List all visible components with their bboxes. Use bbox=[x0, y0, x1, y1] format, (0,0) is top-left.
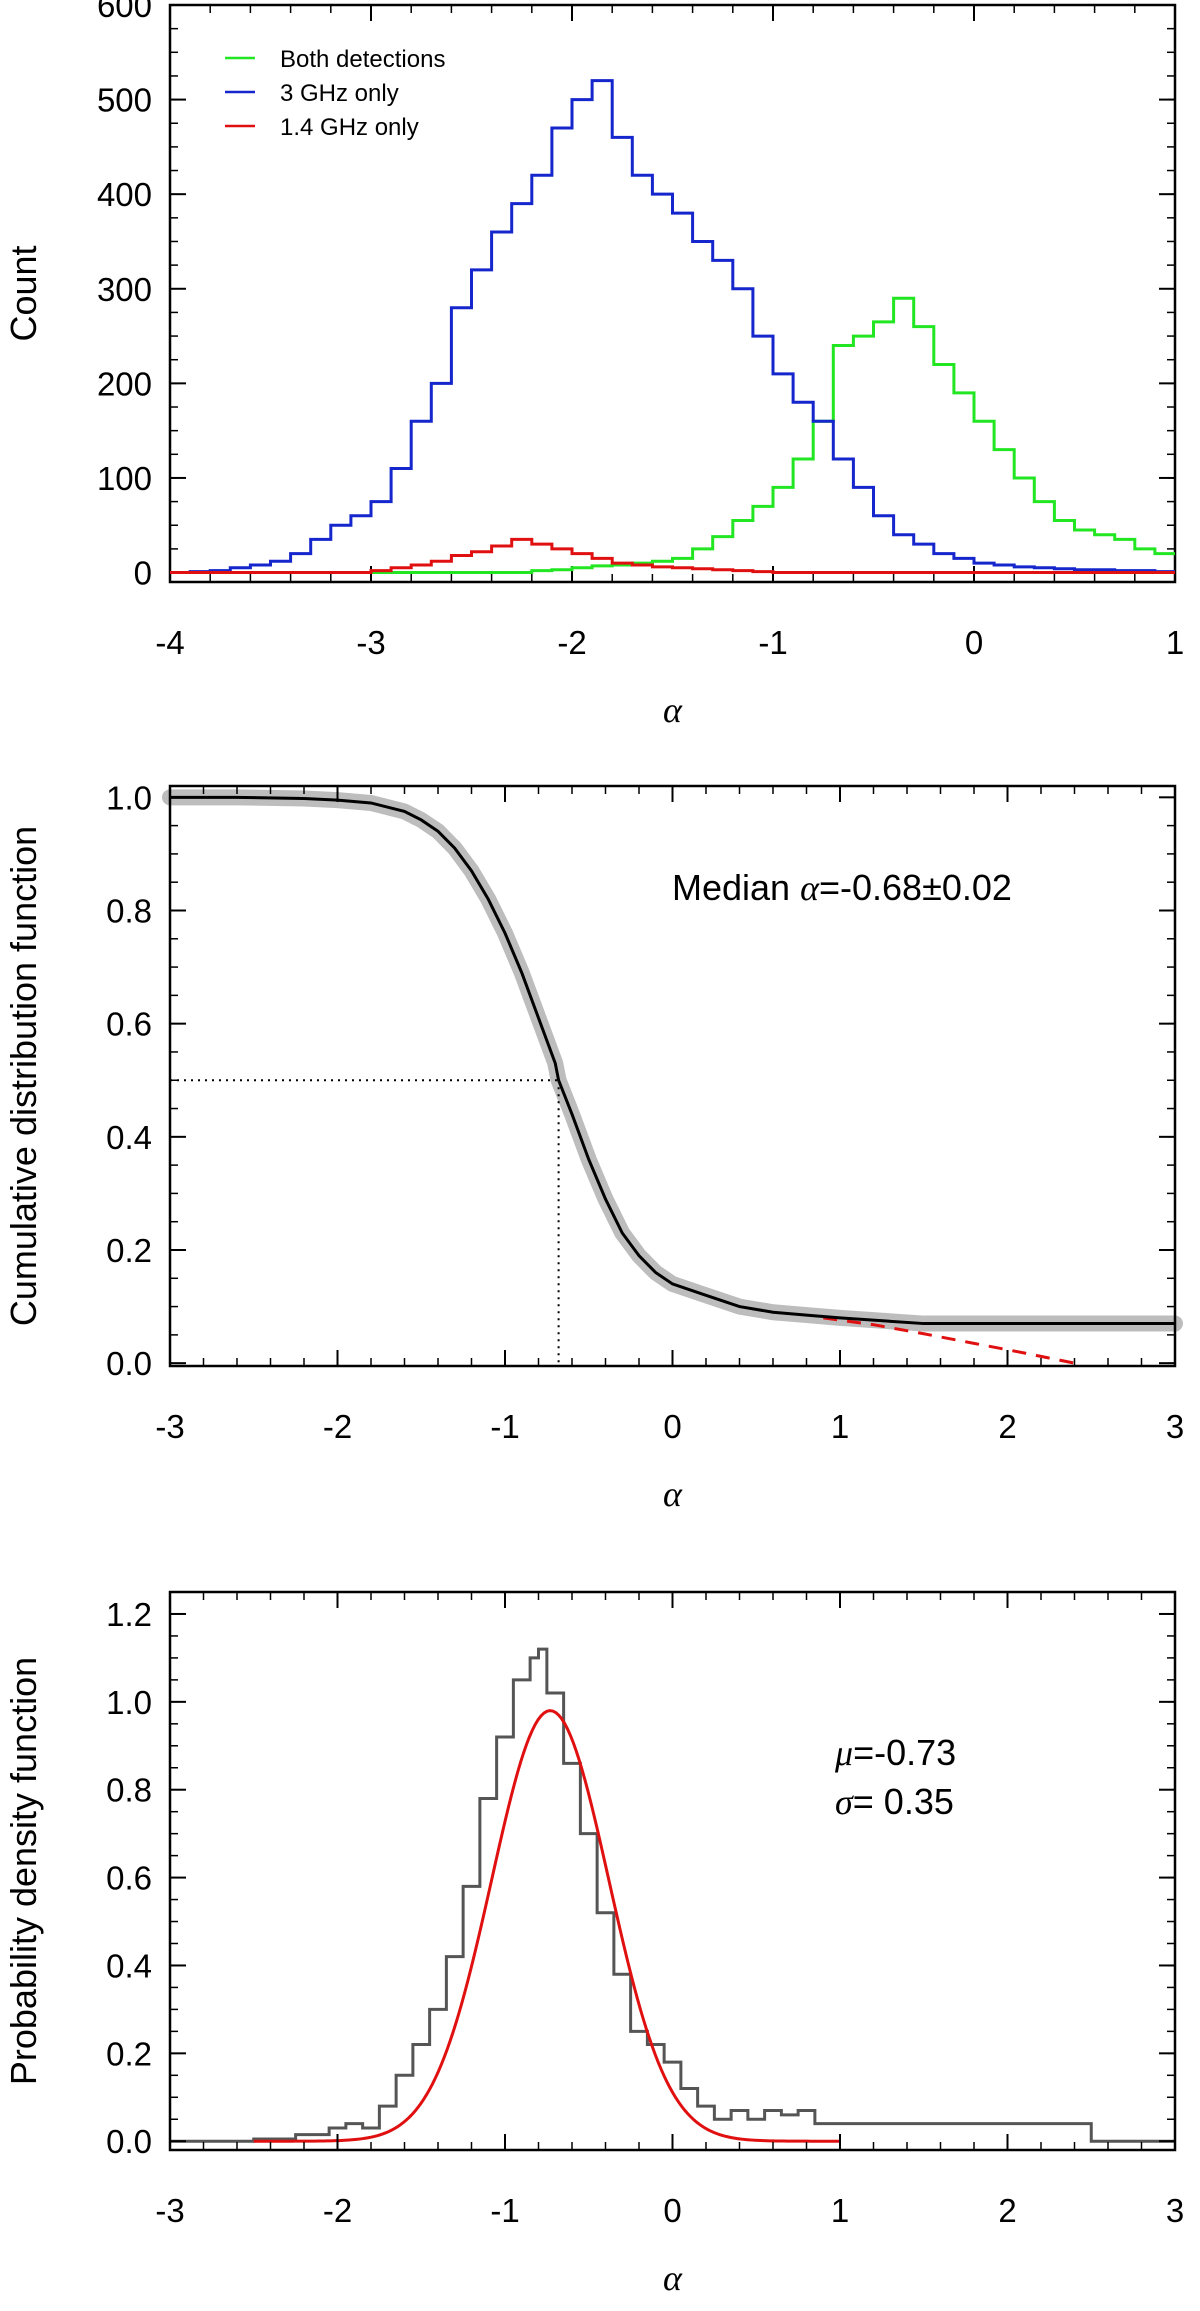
x-tick-label: 1 bbox=[831, 1408, 849, 1445]
sigma-symbol: σ bbox=[835, 1782, 854, 1822]
y-tick-label: 400 bbox=[97, 176, 152, 213]
y-tick-label: 1.0 bbox=[106, 1684, 152, 1721]
histogram-line bbox=[170, 79, 1175, 575]
y-tick-label: 300 bbox=[97, 271, 152, 308]
alpha-symbol: α bbox=[800, 868, 820, 908]
tick-marks bbox=[169, 786, 1176, 1366]
histogram-series bbox=[170, 79, 1175, 575]
x-tick-label: -3 bbox=[155, 2192, 184, 2229]
x-tick-label: 1 bbox=[831, 2192, 849, 2229]
y-tick-label: 0.6 bbox=[106, 1006, 152, 1043]
y-axis-title: Count bbox=[3, 245, 44, 341]
sigma-annotation: σ= 0.35 bbox=[835, 1781, 954, 1822]
legend: Both detections 3 GHz only 1.4 GHz only bbox=[225, 46, 445, 141]
x-tick-label: 0 bbox=[663, 2192, 681, 2229]
median-annotation: Median α=-0.68±0.02 bbox=[672, 867, 1012, 908]
x-tick-labels: -3 -2 -1 0 1 2 3 bbox=[155, 1408, 1184, 1445]
y-tick-label: 1.0 bbox=[106, 779, 152, 816]
median-prefix: Median bbox=[672, 867, 800, 908]
histogram-line bbox=[170, 537, 1175, 575]
histogram-panel: -4 -3 -2 -1 0 1 0 100 200 300 400 500 600 α Count B… bbox=[3, 0, 1184, 730]
x-tick-label: -1 bbox=[490, 2192, 519, 2229]
y-tick-label: 0.2 bbox=[106, 1232, 152, 1269]
tick-marks bbox=[169, 4, 1176, 582]
mu-value: =-0.73 bbox=[853, 1732, 956, 1773]
y-tick-label: 0.6 bbox=[106, 1860, 152, 1897]
x-tick-label: -1 bbox=[758, 624, 787, 661]
x-tick-label: -3 bbox=[356, 624, 385, 661]
y-tick-labels: 0 100 200 300 400 500 600 bbox=[97, 0, 152, 592]
cdf-curve bbox=[170, 795, 1175, 1326]
x-tick-label: 1 bbox=[1166, 624, 1184, 661]
x-tick-label: 2 bbox=[998, 1408, 1016, 1445]
sigma-value: = 0.35 bbox=[853, 1781, 954, 1822]
x-tick-label: 3 bbox=[1166, 2192, 1184, 2229]
y-tick-labels: 0.0 0.2 0.4 0.6 0.8 1.0 1.2 bbox=[106, 1596, 152, 2160]
legend-label-3ghz: 3 GHz only bbox=[280, 80, 399, 107]
plot-frame bbox=[168, 3, 1177, 584]
y-tick-label: 0 bbox=[134, 555, 152, 592]
x-tick-label: -2 bbox=[323, 1408, 352, 1445]
y-tick-label: 0.4 bbox=[106, 1119, 152, 1156]
x-tick-label: 2 bbox=[998, 2192, 1016, 2229]
mu-annotation: μ=-0.73 bbox=[834, 1732, 956, 1773]
x-axis-title: α bbox=[663, 1474, 683, 1514]
x-tick-labels: -4 -3 -2 -1 0 1 bbox=[155, 624, 1184, 661]
y-tick-label: 0.8 bbox=[106, 892, 152, 929]
y-tick-labels: 0.0 0.2 0.4 0.6 0.8 1.0 bbox=[106, 779, 152, 1382]
x-tick-labels: -3 -2 -1 0 1 2 3 bbox=[155, 2192, 1184, 2229]
y-tick-label: 0.0 bbox=[106, 2123, 152, 2160]
x-tick-label: -2 bbox=[557, 624, 586, 661]
y-axis-title: Cumulative distribution function bbox=[3, 826, 44, 1326]
x-tick-label: -2 bbox=[323, 2192, 352, 2229]
y-tick-label: 0.8 bbox=[106, 1772, 152, 1809]
y-tick-label: 0.4 bbox=[106, 1947, 152, 1984]
y-axis-title: Probability density function bbox=[3, 1657, 44, 2085]
y-tick-label: 600 bbox=[97, 0, 152, 24]
cdf-panel: -3 -2 -1 0 1 2 3 0.00.20.40.60.81.0 Median α=-… bbox=[3, 779, 1184, 1514]
x-tick-label: 0 bbox=[663, 1408, 681, 1445]
pdf-histogram bbox=[170, 1647, 1175, 2143]
mu-symbol: μ bbox=[834, 1733, 853, 1773]
x-axis-title: α bbox=[663, 690, 683, 730]
x-tick-label: -3 bbox=[155, 1408, 184, 1445]
y-tick-label: 0.0 bbox=[106, 1345, 152, 1382]
y-tick-label: 0.2 bbox=[106, 2035, 152, 2072]
y-tick-label: 1.2 bbox=[106, 1596, 152, 1633]
median-value: =-0.68±0.02 bbox=[819, 867, 1012, 908]
x-tick-label: 3 bbox=[1166, 1408, 1184, 1445]
plot-frame bbox=[168, 1590, 1177, 2152]
y-tick-label: 200 bbox=[97, 365, 152, 402]
tick-marks bbox=[169, 1591, 1176, 2150]
legend-label-both: Both detections bbox=[280, 46, 445, 73]
x-tick-label: -1 bbox=[490, 1408, 519, 1445]
histogram-line bbox=[170, 296, 1175, 575]
x-tick-label: 0 bbox=[965, 624, 983, 661]
y-tick-label: 100 bbox=[97, 460, 152, 497]
x-axis-title: α bbox=[663, 2258, 683, 2298]
gaussian-fit-curve bbox=[253, 1709, 840, 2143]
cdf-extrapolated-tail bbox=[823, 1316, 1075, 1365]
pdf-panel: -3 -2 -1 0 1 2 3 0.0 0.2 0.4 0.6 0.8 1.0 1.2 μ=-0.73… bbox=[3, 1590, 1184, 2298]
legend-label-1-4ghz: 1.4 GHz only bbox=[280, 114, 419, 141]
y-tick-label: 500 bbox=[97, 82, 152, 119]
x-tick-label: -4 bbox=[155, 624, 184, 661]
